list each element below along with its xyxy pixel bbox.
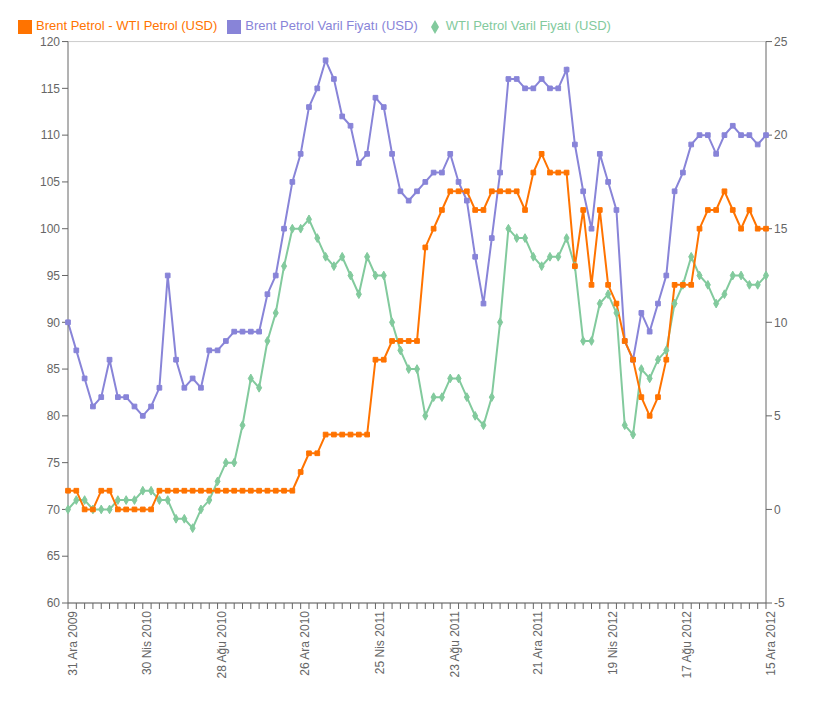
- svg-text:0: 0: [774, 503, 781, 517]
- svg-text:15 Ara 2012: 15 Ara 2012: [764, 611, 778, 676]
- svg-text:60: 60: [47, 596, 61, 610]
- svg-text:65: 65: [47, 549, 61, 563]
- svg-text:15: 15: [774, 222, 788, 236]
- svg-text:26 Ara 2010: 26 Ara 2010: [298, 611, 312, 676]
- svg-text:31 Ara 2009: 31 Ara 2009: [66, 611, 80, 676]
- svg-text:20: 20: [774, 128, 788, 142]
- svg-text:120: 120: [40, 35, 60, 49]
- html-text:Brent Petrol - WTI Petrol (USD: Brent Petrol - WTI Petrol (USD): [36, 18, 218, 33]
- svg-text:115: 115: [41, 82, 60, 96]
- svg-text:5: 5: [774, 409, 781, 423]
- svg-text:25: 25: [774, 35, 788, 49]
- svg-text:75: 75: [47, 456, 61, 470]
- svg-text:110: 110: [41, 128, 60, 142]
- svg-text:30 Nis 2010: 30 Nis 2010: [140, 611, 154, 675]
- svg-text:105: 105: [40, 175, 60, 189]
- svg-text:10: 10: [774, 316, 788, 330]
- svg-text:25 Nis 2011: 25 Nis 2011: [373, 611, 387, 674]
- svg-text:90: 90: [47, 316, 61, 330]
- svg-text:28 Ağu 2010: 28 Ağu 2010: [215, 611, 229, 679]
- html-text:WTI Petrol Varil Fiyatı (USD): WTI Petrol Varil Fiyatı (USD): [445, 18, 611, 33]
- svg-text:70: 70: [47, 503, 61, 517]
- html-text:Brent Petrol Varil Fiyatı (USD: Brent Petrol Varil Fiyatı (USD): [245, 18, 418, 33]
- svg-text:21 Ara 2011: 21 Ara 2011: [531, 611, 545, 675]
- svg-text:17 Ağu 2012: 17 Ağu 2012: [680, 611, 694, 679]
- svg-text:80: 80: [47, 409, 61, 423]
- svg-text:100: 100: [40, 222, 60, 236]
- svg-text:19 Nis 2012: 19 Nis 2012: [606, 611, 620, 675]
- svg-text:23 Ağu 2011: 23 Ağu 2011: [448, 611, 462, 678]
- svg-text:95: 95: [47, 269, 61, 283]
- svg-text:85: 85: [47, 362, 61, 376]
- svg-text:-5: -5: [774, 596, 785, 610]
